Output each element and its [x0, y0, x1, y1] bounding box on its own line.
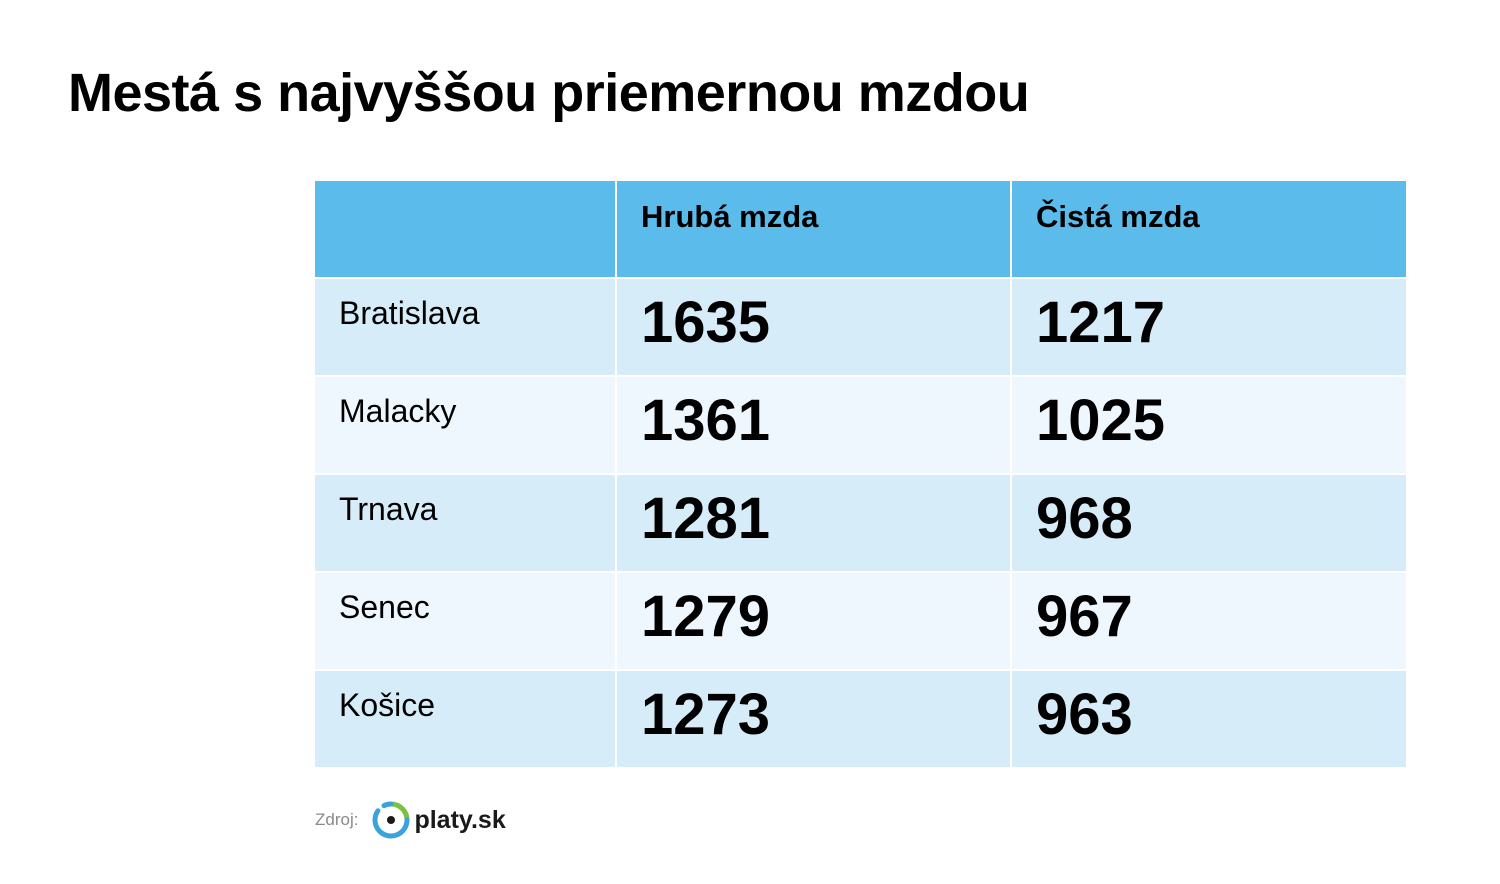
city-cell: Košice: [315, 671, 615, 767]
header-cell: Čistá mzda: [1012, 181, 1406, 277]
value-cell: 1217: [1012, 279, 1406, 375]
value-cell: 1635: [617, 279, 1010, 375]
title: Mestá s najvyššou priemernou mzdou: [68, 63, 1030, 123]
city-cell: Senec: [315, 573, 615, 669]
value-cell: 1281: [617, 475, 1010, 571]
value-cell: 1273: [617, 671, 1010, 767]
value-cell: 1025: [1012, 377, 1406, 473]
header-cell: [315, 181, 615, 277]
source-label: Zdroj:: [315, 810, 359, 829]
header-cell: Hrubá mzda: [617, 181, 1010, 277]
value-cell: 1279: [617, 573, 1010, 669]
city-cell: Trnava: [315, 475, 615, 571]
value-cell: 967: [1012, 573, 1406, 669]
city-cell: Bratislava: [315, 279, 615, 375]
logo-icon: [373, 801, 410, 839]
city-cell: Malacky: [315, 377, 615, 473]
logo-text: platy.sk: [414, 805, 506, 834]
value-cell: 1361: [617, 377, 1010, 473]
footer: Zdroj: platy.sk: [315, 798, 506, 842]
value-cell: 968: [1012, 475, 1406, 571]
table: Hrubá mzda Čistá mzda Bratislava 1635 1217 Ma…: [315, 181, 1406, 767]
value-cell: 963: [1012, 671, 1406, 767]
